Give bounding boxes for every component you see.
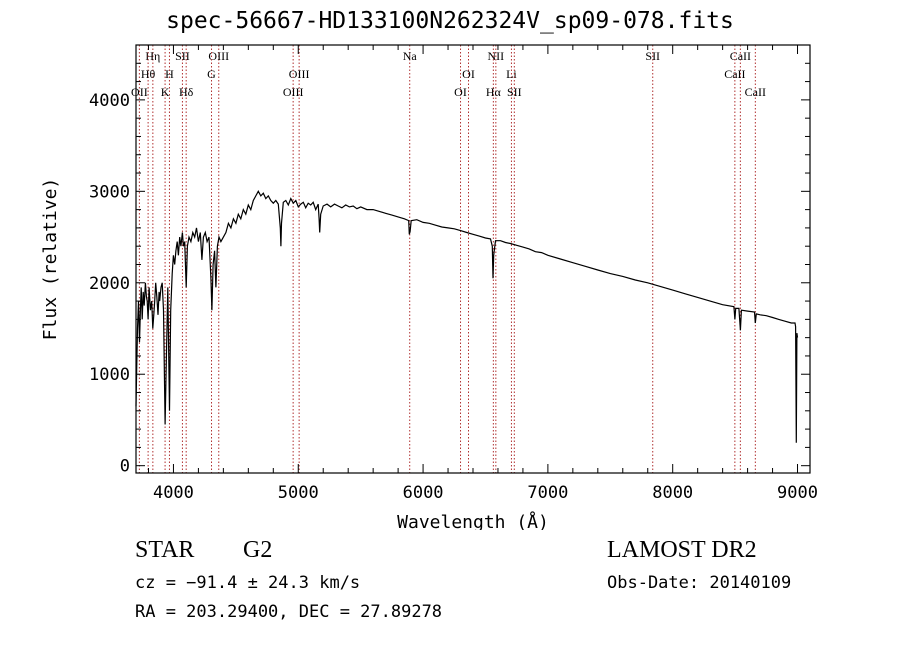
marker-label: NII xyxy=(488,49,505,63)
marker-label: Hθ xyxy=(141,67,156,81)
marker-label: CaII xyxy=(730,49,751,63)
y-tick-label: 0 xyxy=(120,457,130,477)
spectrum-line xyxy=(135,190,799,443)
y-axis-label: Flux (relative) xyxy=(40,178,61,341)
x-tick-label: 4000 xyxy=(153,483,194,503)
survey-name: LAMOST DR2 xyxy=(607,537,757,563)
y-tick-label: 4000 xyxy=(89,91,130,111)
marker-label: OIII xyxy=(208,49,229,63)
marker-label: OI xyxy=(462,67,475,81)
marker-label: OIII xyxy=(289,67,310,81)
y-tick-label: 3000 xyxy=(89,182,130,202)
x-axis-label: Wavelength (Å) xyxy=(397,511,549,530)
y-tick-label: 1000 xyxy=(89,365,130,385)
axis-ticks: 4000 5000 6000 7000 8000 9000 0 1000 2000 3000 400… xyxy=(89,45,818,503)
marker-label: CaII xyxy=(745,85,766,99)
redshift-cz: cz = −91.4 ± 24.3 km/s xyxy=(135,573,361,593)
x-tick-label: 8000 xyxy=(652,483,693,503)
obs-date: Obs-Date: 20140109 xyxy=(607,573,792,593)
marker-label: SII xyxy=(645,49,660,63)
x-tick-label: 7000 xyxy=(527,483,568,503)
marker-label: K xyxy=(161,85,170,99)
axes-frame xyxy=(135,44,811,474)
marker-label: G xyxy=(207,67,216,81)
marker-label: H xyxy=(165,67,174,81)
object-class: STAR xyxy=(135,537,195,563)
y-tick-label: 2000 xyxy=(89,274,130,294)
marker-label: Hδ xyxy=(179,85,194,99)
object-subclass: G2 xyxy=(243,537,273,563)
marker-label: Hα xyxy=(486,85,502,99)
marker-label: SII xyxy=(175,49,190,63)
marker-label: SII xyxy=(507,85,522,99)
marker-label: OII xyxy=(131,85,148,99)
marker-label: CaII xyxy=(724,67,745,81)
spectrum-series xyxy=(135,190,799,443)
marker-label: Hη xyxy=(145,49,160,63)
marker-label: OIII xyxy=(283,85,304,99)
x-tick-label: 5000 xyxy=(278,483,319,503)
chart-title: spec-56667-HD133100N262324V_sp09-078.fit… xyxy=(166,8,734,34)
marker-label: Li xyxy=(506,67,517,81)
x-tick-label: 9000 xyxy=(777,483,818,503)
marker-label: Na xyxy=(403,49,418,63)
axis-labels: Wavelength (Å) Flux (relative) xyxy=(40,178,549,530)
ra-dec: RA = 203.29400, DEC = 27.89278 xyxy=(135,602,443,622)
x-tick-label: 6000 xyxy=(403,483,444,503)
marker-label: OI xyxy=(454,85,467,99)
plot-frame xyxy=(135,44,811,474)
